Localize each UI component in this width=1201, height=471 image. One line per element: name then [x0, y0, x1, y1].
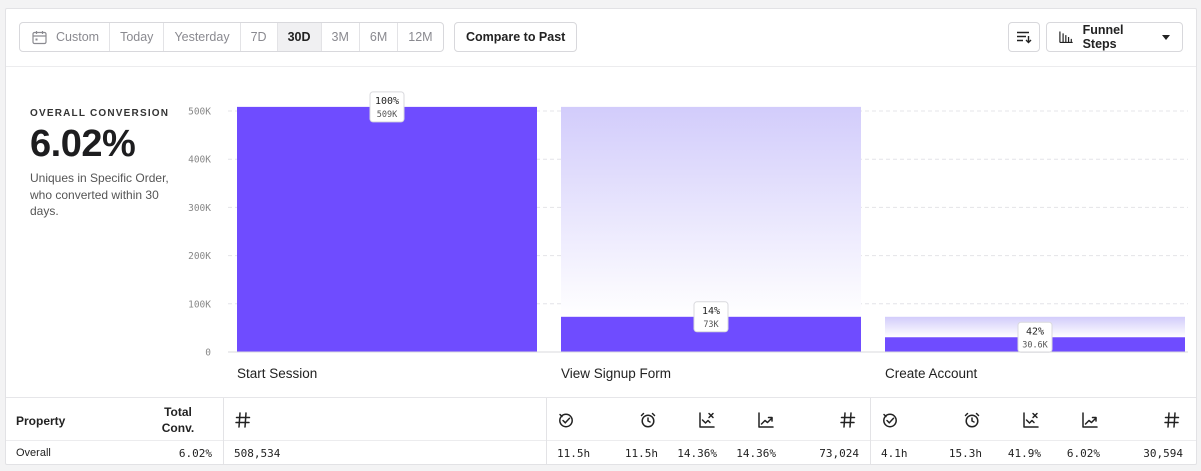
row-total-conversion-cell: 6.02% [178, 447, 212, 460]
step3-cell: 15.3h [948, 447, 982, 460]
overall-conversion-value: 6.02% [30, 123, 136, 165]
chart-growth-icon [1082, 412, 1098, 428]
bar-percent-label: 14% [702, 306, 720, 317]
date-option-today[interactable]: Today [110, 23, 165, 51]
bar-chart-icon [1059, 31, 1073, 44]
step2-cell: 11.5h [557, 447, 591, 460]
overall-conversion-label: OVERALL CONVERSION [30, 108, 170, 119]
sort-options-button[interactable] [1008, 22, 1040, 52]
step3-cell: 30,594 [1143, 447, 1183, 460]
step3-cell: 4.1h [881, 447, 908, 460]
overall-conversion-description: Uniques in Specific Order, who converted… [30, 171, 169, 218]
step2-cell: 11.5h [624, 447, 658, 460]
bar-count-label: 30.6K [1022, 340, 1048, 350]
bar-count-label: 509K [377, 110, 398, 120]
bar [237, 106, 537, 352]
y-tick-label: 200K [188, 251, 211, 262]
hash-icon [840, 412, 856, 428]
sort-list-icon [1017, 31, 1032, 44]
date-option-custom[interactable]: Custom [20, 23, 111, 51]
compare-to-past-button[interactable]: Compare to Past [454, 22, 578, 52]
alarm-clock-icon [640, 412, 656, 428]
x-category-label: Create Account [885, 366, 978, 381]
date-option-yesterday[interactable]: Yesterday [164, 23, 241, 51]
step1-count-cell: 508,534 [234, 447, 281, 460]
row-property-cell: Overall [16, 447, 51, 459]
dropoff-bar [561, 106, 861, 317]
alarm-clock-icon [964, 412, 980, 428]
date-option-label: Custom [56, 30, 100, 44]
date-option-6m[interactable]: 6M [360, 23, 399, 51]
x-category-label: Start Session [237, 366, 317, 381]
date-option-30d[interactable]: 30D [277, 23, 322, 51]
table-row-divider [6, 440, 1196, 441]
column-divider [870, 398, 871, 464]
y-tick-label: 100K [188, 299, 211, 310]
y-tick-label: 400K [188, 155, 211, 166]
bar-count-label: 73K [703, 320, 719, 330]
step2-cell: 14.36% [736, 447, 776, 460]
timer-check-icon [559, 413, 573, 428]
date-range-selector: Custom Today Yesterday 7D 30D 3M 6M 12M [19, 22, 444, 52]
hash-icon [235, 412, 251, 428]
step3-cell: 6.02% [1066, 447, 1100, 460]
step3-cell: 41.9% [1007, 447, 1041, 460]
chart-drop-icon [699, 412, 715, 428]
column-divider [546, 398, 547, 464]
chart-drop-icon [1023, 412, 1039, 428]
step2-cell: 73,024 [819, 447, 859, 460]
bar-label-box [369, 91, 405, 123]
funnel-chart: 0 100K 200K 300K 400K 500K 100% 509K Start Sessi… [188, 91, 1188, 381]
date-option-3m[interactable]: 3M [322, 23, 360, 51]
funnel-steps-dropdown[interactable]: Funnel Steps [1046, 22, 1183, 52]
hash-icon [1164, 412, 1180, 428]
y-tick-label: 500K [188, 107, 211, 118]
y-tick-label: 300K [188, 203, 211, 214]
column-divider [223, 398, 224, 464]
bar-percent-label: 100% [375, 96, 399, 107]
step2-cell: 14.36% [677, 447, 717, 460]
funnel-table: Property Total Conv. Overall 6.02% 508,5… [6, 397, 1196, 464]
chart-growth-icon [758, 412, 774, 428]
toolbar: Custom Today Yesterday 7D 30D 3M 6M 12M … [6, 9, 1196, 67]
property-column-header: Property [16, 414, 66, 428]
funnel-report-panel: Custom Today Yesterday 7D 30D 3M 6M 12M … [5, 8, 1197, 465]
date-option-12m[interactable]: 12M [408, 30, 433, 44]
funnel-steps-label: Funnel Steps [1082, 23, 1124, 51]
x-category-label: View Signup Form [561, 366, 671, 381]
date-option-7d[interactable]: 7D [241, 23, 278, 51]
overall-conversion-summary: OVERALL CONVERSION 6.02% Uniques in Spec… [30, 108, 180, 220]
chevron-down-icon [1162, 34, 1170, 40]
bar-label-box [693, 301, 729, 333]
y-tick-label: 0 [205, 348, 211, 359]
total-conversion-column-header: Total Conv. [161, 405, 195, 435]
calendar-icon [32, 30, 47, 44]
timer-check-icon [883, 413, 897, 428]
bar-percent-label: 42% [1026, 326, 1044, 337]
